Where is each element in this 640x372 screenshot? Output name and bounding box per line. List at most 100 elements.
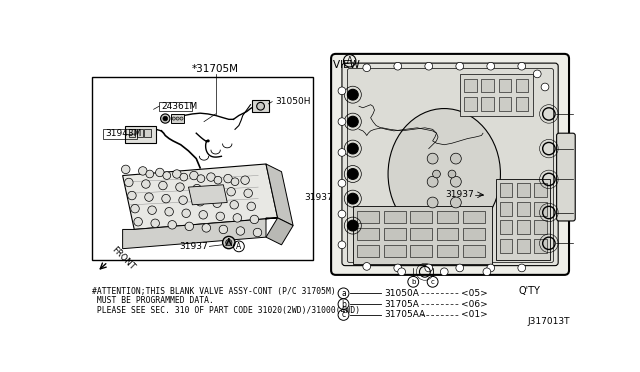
Text: <01>: <01> [461,310,488,320]
Circle shape [338,148,346,156]
Circle shape [193,185,202,193]
Text: <05>: <05> [461,289,488,298]
Bar [358,228,379,240]
Bar [410,211,432,223]
Text: 31937: 31937 [179,242,208,251]
Circle shape [338,241,346,249]
Circle shape [456,264,463,272]
Text: *31705M: *31705M [192,64,239,74]
Circle shape [348,116,358,127]
Circle shape [348,169,358,179]
Text: VIEW: VIEW [333,60,363,70]
Circle shape [197,175,205,183]
Text: 24361M: 24361M [161,102,198,111]
Bar [499,78,511,92]
Bar [500,239,513,253]
Circle shape [338,87,346,95]
Polygon shape [189,185,227,205]
Text: c: c [341,310,346,320]
Circle shape [348,220,358,231]
Circle shape [199,211,207,219]
Circle shape [394,264,402,272]
Text: 31937: 31937 [304,193,333,202]
Bar [517,239,529,253]
Bar [384,211,406,223]
Bar [384,228,406,240]
Bar [517,183,529,197]
Circle shape [233,214,241,222]
Circle shape [451,153,461,164]
Bar [516,97,528,111]
Bar [159,102,193,111]
Circle shape [145,193,153,201]
Bar [252,100,269,112]
Bar [534,183,547,197]
Bar [353,206,492,264]
Bar [103,129,136,139]
Bar [496,179,550,260]
Circle shape [348,143,358,154]
Circle shape [214,176,222,184]
Circle shape [202,224,211,232]
Circle shape [163,172,171,179]
Circle shape [253,228,262,237]
Bar [436,245,458,257]
Ellipse shape [388,109,500,240]
Circle shape [185,222,193,231]
Polygon shape [123,164,278,230]
Circle shape [138,167,147,175]
Circle shape [219,225,228,234]
Circle shape [425,62,433,70]
Circle shape [163,116,168,121]
Circle shape [172,117,175,120]
Bar [463,228,484,240]
Bar [534,239,547,253]
Text: 31937: 31937 [445,190,474,199]
Circle shape [159,181,167,190]
Text: <06>: <06> [461,299,488,309]
Circle shape [180,117,183,120]
Circle shape [162,195,170,203]
Bar [465,78,477,92]
Circle shape [165,208,173,216]
Bar [436,228,458,240]
Circle shape [425,264,433,272]
Text: MUST BE PROGRAMMED DATA.: MUST BE PROGRAMMED DATA. [92,296,214,305]
Circle shape [216,212,225,221]
Circle shape [230,201,239,209]
Text: J317013T: J317013T [527,317,570,326]
Circle shape [151,219,159,228]
Bar [129,129,135,137]
Bar [384,245,406,257]
Bar [500,202,513,216]
Circle shape [363,64,371,71]
Bar [463,245,484,257]
Text: Q'TY: Q'TY [518,286,540,296]
Circle shape [250,215,259,224]
Circle shape [433,170,440,178]
Bar [517,220,529,234]
Circle shape [338,179,346,187]
Circle shape [226,240,232,246]
Circle shape [348,193,358,204]
Circle shape [236,227,244,235]
Bar [463,211,484,223]
Circle shape [168,221,177,229]
Bar [516,78,528,92]
Bar [481,78,494,92]
Bar [500,183,513,197]
Text: 31050H: 31050H [275,97,311,106]
Circle shape [231,178,239,186]
Circle shape [451,176,461,187]
Text: c: c [431,279,435,285]
Bar [465,97,477,111]
Bar [534,220,547,234]
Bar [410,245,432,257]
Bar [534,202,547,216]
Text: 31705AA: 31705AA [384,310,425,320]
Circle shape [241,176,250,185]
Circle shape [533,70,541,78]
Polygon shape [266,218,293,245]
Text: #ATTENTION;THIS BLANK VALVE ASSY-CONT (P/C 31705M): #ATTENTION;THIS BLANK VALVE ASSY-CONT (P… [92,287,336,296]
Circle shape [125,178,133,187]
